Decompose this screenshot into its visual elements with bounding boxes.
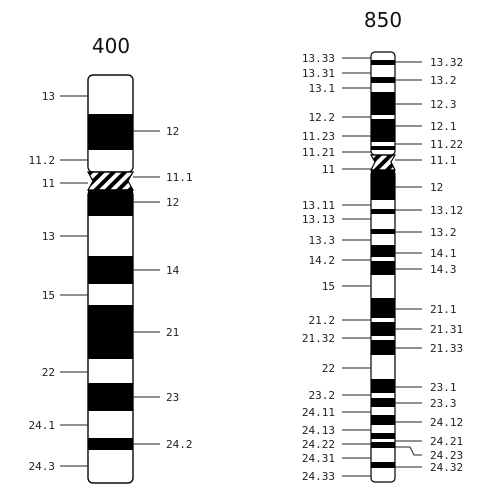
band-q14 — [88, 256, 133, 284]
band-label: 11.2 — [29, 154, 56, 167]
band-label: 24.21 — [430, 435, 463, 448]
band-p12-3 — [371, 92, 395, 115]
band-p12-1 — [371, 119, 395, 142]
band-label: 15 — [322, 280, 335, 293]
band-q13-2 — [371, 229, 395, 234]
band-label: 13.31 — [302, 67, 335, 80]
band-label: 11 — [42, 177, 55, 190]
band-label: 11 — [322, 163, 335, 176]
q-arm-border — [370, 169, 396, 483]
band-label: 14.1 — [430, 247, 457, 260]
band-label: 21 — [166, 326, 179, 339]
band-label: 24.23 — [430, 449, 463, 462]
labels-850-left: 13.33 13.31 13.1 12.2 11.23 11.21 11 13.… — [302, 52, 371, 483]
chromosome-850-bands — [369, 51, 397, 483]
band-q23-1 — [371, 379, 395, 393]
band-label: 21.31 — [430, 323, 463, 336]
band-label: 21.32 — [302, 332, 335, 345]
band-label: 22 — [322, 362, 335, 375]
labels-400-left: 13 11.2 11 13 15 22 24.1 24.3 — [29, 90, 88, 473]
band-label: 11.1 — [166, 171, 193, 184]
band-label: 23.2 — [309, 389, 336, 402]
band-label: 11.1 — [430, 154, 457, 167]
band-label: 12 — [166, 125, 179, 138]
band-label: 12 — [166, 196, 179, 209]
resolution-title-400: 400 — [92, 34, 130, 58]
band-label: 24.32 — [430, 461, 463, 474]
p-arm-border — [87, 74, 134, 173]
band-q24-21 — [371, 433, 395, 439]
band-q21-1 — [371, 298, 395, 318]
band-p13-2 — [371, 77, 395, 83]
band-label: 24.12 — [430, 416, 463, 429]
band-label: 23 — [166, 391, 179, 404]
band-label: 11.23 — [302, 130, 335, 143]
band-label: 24.22 — [302, 438, 335, 451]
band-q14-1 — [371, 245, 395, 257]
band-label: 24.2 — [166, 438, 193, 451]
band-label: 14.2 — [309, 254, 336, 267]
band-label: 23.1 — [430, 381, 457, 394]
band-q23 — [88, 383, 133, 411]
band-p12 — [88, 114, 133, 150]
centromere-850 — [369, 154, 397, 171]
band-q24-32 — [371, 462, 395, 468]
band-label: 12 — [430, 181, 443, 194]
band-label: 12.1 — [430, 120, 457, 133]
band-label: 21.2 — [309, 314, 336, 327]
band-label: 11.21 — [302, 146, 335, 159]
band-label: 24.1 — [29, 419, 56, 432]
ideogram-400: 400 13 11.2 11 13 15 22 24.1 24.3 — [29, 34, 193, 484]
band-label: 13.11 — [302, 199, 335, 212]
band-label: 12.3 — [430, 98, 457, 111]
band-q14-3 — [371, 261, 395, 275]
band-q12 — [88, 190, 133, 216]
band-q21-31 — [371, 322, 395, 336]
q-arm-border — [87, 189, 134, 484]
band-label: 23.3 — [430, 397, 457, 410]
labels-850-right: 13.32 13.2 12.3 12.1 11.22 11.1 12 13.12… — [395, 56, 463, 474]
band-label: 24.31 — [302, 452, 335, 465]
band-label: 24.33 — [302, 470, 335, 483]
band-label: 14 — [166, 264, 180, 277]
band-label: 21.33 — [430, 342, 463, 355]
chromosome-400-bands — [86, 74, 135, 484]
band-label: 13.33 — [302, 52, 335, 65]
band-q21 — [88, 305, 133, 359]
band-label: 13.1 — [309, 82, 336, 95]
resolution-title-850: 850 — [364, 8, 402, 32]
band-label: 13.13 — [302, 213, 335, 226]
band-label: 13.12 — [430, 204, 463, 217]
band-label: 13.32 — [430, 56, 463, 69]
ideogram-850: 850 — [302, 8, 463, 483]
band-label: 24.13 — [302, 424, 335, 437]
band-label: 11.22 — [430, 138, 463, 151]
band-p13-32 — [371, 60, 395, 65]
band-q12 — [371, 170, 395, 200]
band-q24-2 — [88, 438, 133, 450]
band-p11-2 — [88, 150, 133, 171]
band-q23-3 — [371, 398, 395, 407]
band-label: 13.3 — [309, 234, 336, 247]
band-p11-22 — [371, 146, 395, 150]
centromere-400 — [86, 171, 135, 191]
band-q24-23 — [371, 442, 395, 448]
band-label: 13 — [42, 230, 55, 243]
band-label: 14.3 — [430, 263, 457, 276]
band-label: 24.11 — [302, 406, 335, 419]
band-q24-12 — [371, 415, 395, 425]
band-label: 22 — [42, 366, 55, 379]
band-label: 15 — [42, 289, 55, 302]
band-label: 21.1 — [430, 303, 457, 316]
band-label: 24.3 — [29, 460, 56, 473]
band-q13-12 — [371, 209, 395, 214]
labels-400-right: 12 11.1 12 14 21 23 24.2 — [133, 125, 193, 451]
band-label: 12.2 — [309, 111, 336, 124]
band-label: 13.2 — [430, 226, 457, 239]
band-q21-33 — [371, 340, 395, 355]
band-label: 13.2 — [430, 74, 457, 87]
band-label: 13 — [42, 90, 55, 103]
